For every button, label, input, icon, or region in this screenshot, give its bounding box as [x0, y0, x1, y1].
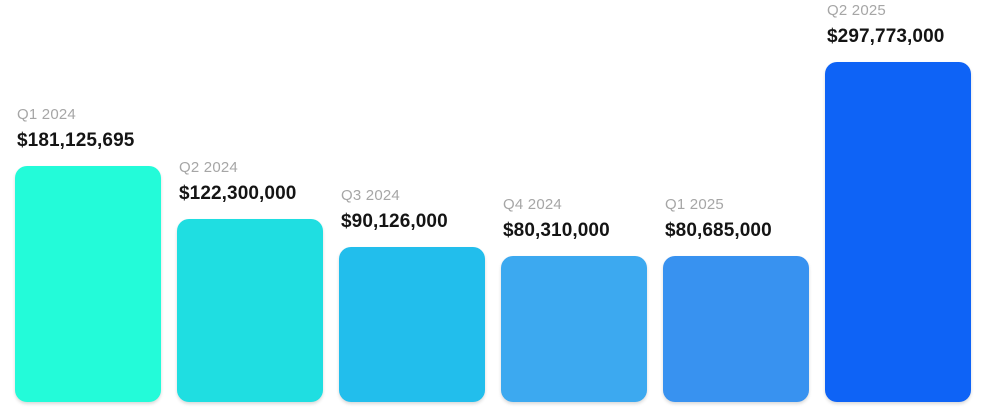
bar-value-label: $80,685,000 — [665, 220, 772, 241]
bar-column-q1-2025: Q1 2025 $80,685,000 — [663, 195, 809, 402]
bar-q1-2025[interactable] — [663, 256, 809, 402]
bar-category-label: Q1 2025 — [665, 196, 724, 213]
bar-value-label: $181,125,695 — [17, 130, 135, 151]
bar-category-label: Q1 2024 — [17, 106, 76, 123]
bar-category-label: Q2 2024 — [179, 159, 238, 176]
bar-column-q2-2025: Q2 2025 $297,773,000 — [825, 1, 971, 402]
bar-column-q1-2024: Q1 2024 $181,125,695 — [15, 105, 161, 402]
bar-column-q3-2024: Q3 2024 $90,126,000 — [339, 186, 485, 402]
bar-category-label: Q3 2024 — [341, 187, 400, 204]
bar-q2-2025[interactable] — [825, 62, 971, 402]
bar-value-label: $90,126,000 — [341, 211, 448, 232]
bar-category-label: Q4 2024 — [503, 196, 562, 213]
bar-value-label: $80,310,000 — [503, 220, 610, 241]
bar-column-q4-2024: Q4 2024 $80,310,000 — [501, 195, 647, 402]
bar-category-label: Q2 2025 — [827, 2, 886, 19]
bar-q3-2024[interactable] — [339, 247, 485, 402]
bar-q2-2024[interactable] — [177, 219, 323, 402]
bar-column-q2-2024: Q2 2024 $122,300,000 — [177, 158, 323, 402]
bar-q4-2024[interactable] — [501, 256, 647, 402]
bar-value-label: $122,300,000 — [179, 183, 297, 204]
bar-value-label: $297,773,000 — [827, 26, 945, 47]
bar-q1-2024[interactable] — [15, 166, 161, 402]
